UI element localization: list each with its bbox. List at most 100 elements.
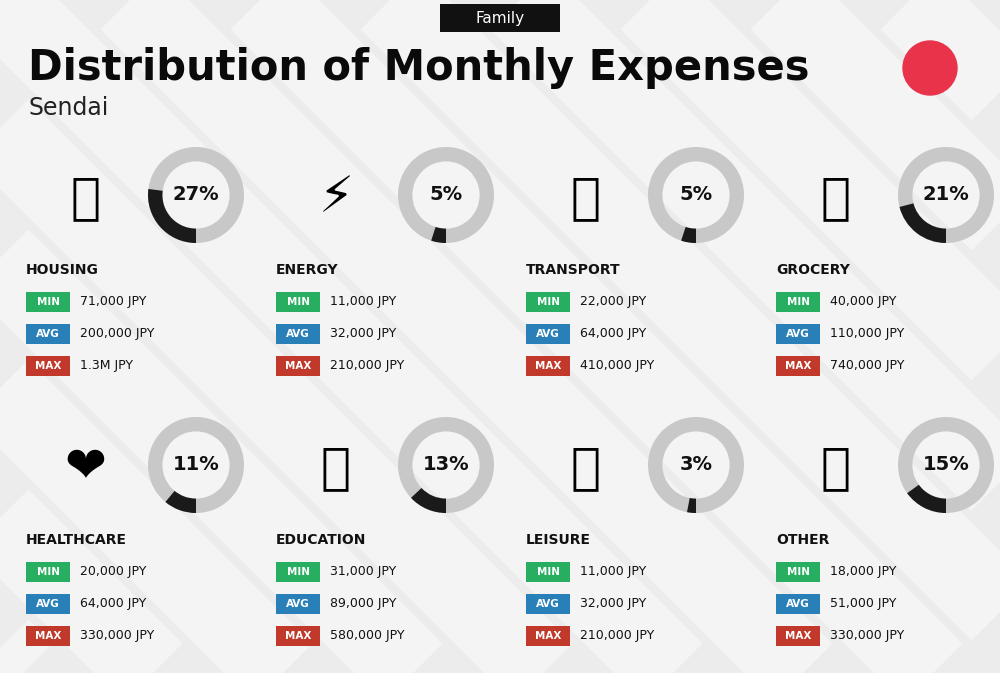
Text: Family: Family <box>475 11 525 26</box>
Text: 89,000 JPY: 89,000 JPY <box>330 598 396 610</box>
FancyBboxPatch shape <box>26 324 70 344</box>
Text: GROCERY: GROCERY <box>776 263 850 277</box>
Text: 👜: 👜 <box>821 444 851 492</box>
Text: MAX: MAX <box>285 631 311 641</box>
Wedge shape <box>648 417 744 513</box>
Text: 40,000 JPY: 40,000 JPY <box>830 295 896 308</box>
Wedge shape <box>900 203 946 243</box>
Text: 5%: 5% <box>679 186 713 205</box>
FancyBboxPatch shape <box>26 626 70 646</box>
FancyBboxPatch shape <box>276 356 320 376</box>
FancyBboxPatch shape <box>776 292 820 312</box>
Text: 71,000 JPY: 71,000 JPY <box>80 295 146 308</box>
Text: HOUSING: HOUSING <box>26 263 99 277</box>
FancyBboxPatch shape <box>526 324 570 344</box>
Text: 200,000 JPY: 200,000 JPY <box>80 328 154 341</box>
Text: MIN: MIN <box>536 297 560 307</box>
Text: 64,000 JPY: 64,000 JPY <box>80 598 146 610</box>
FancyBboxPatch shape <box>26 292 70 312</box>
Text: ❤️: ❤️ <box>65 444 107 492</box>
Text: TRANSPORT: TRANSPORT <box>526 263 621 277</box>
Text: 27%: 27% <box>173 186 219 205</box>
Text: LEISURE: LEISURE <box>526 533 591 547</box>
FancyBboxPatch shape <box>526 292 570 312</box>
FancyBboxPatch shape <box>526 356 570 376</box>
Wedge shape <box>907 485 946 513</box>
Text: AVG: AVG <box>536 599 560 609</box>
Wedge shape <box>687 498 696 513</box>
Wedge shape <box>898 147 994 243</box>
Text: 21%: 21% <box>923 186 969 205</box>
FancyBboxPatch shape <box>26 356 70 376</box>
Text: AVG: AVG <box>786 599 810 609</box>
Text: AVG: AVG <box>36 599 60 609</box>
FancyBboxPatch shape <box>276 292 320 312</box>
FancyBboxPatch shape <box>776 324 820 344</box>
Text: MAX: MAX <box>535 361 561 371</box>
FancyBboxPatch shape <box>526 626 570 646</box>
Text: OTHER: OTHER <box>776 533 829 547</box>
Text: MIN: MIN <box>536 567 560 577</box>
Text: 22,000 JPY: 22,000 JPY <box>580 295 646 308</box>
Text: HEALTHCARE: HEALTHCARE <box>26 533 127 547</box>
FancyBboxPatch shape <box>276 324 320 344</box>
Text: AVG: AVG <box>536 329 560 339</box>
Wedge shape <box>148 417 244 513</box>
Text: 11,000 JPY: 11,000 JPY <box>330 295 396 308</box>
FancyBboxPatch shape <box>776 562 820 582</box>
Text: Sendai: Sendai <box>28 96 108 120</box>
FancyBboxPatch shape <box>440 4 560 32</box>
Circle shape <box>903 41 957 95</box>
Text: MAX: MAX <box>35 361 61 371</box>
FancyBboxPatch shape <box>26 562 70 582</box>
Text: ⚡: ⚡ <box>318 174 354 222</box>
Text: 210,000 JPY: 210,000 JPY <box>330 359 404 372</box>
FancyBboxPatch shape <box>276 594 320 614</box>
Text: AVG: AVG <box>286 329 310 339</box>
Text: MIN: MIN <box>786 297 810 307</box>
Text: 🚌: 🚌 <box>571 174 601 222</box>
Text: AVG: AVG <box>36 329 60 339</box>
Text: 1.3M JPY: 1.3M JPY <box>80 359 133 372</box>
Text: MAX: MAX <box>785 631 811 641</box>
FancyBboxPatch shape <box>526 594 570 614</box>
Text: 15%: 15% <box>923 456 969 474</box>
Text: ENERGY: ENERGY <box>276 263 339 277</box>
Text: 32,000 JPY: 32,000 JPY <box>330 328 396 341</box>
Text: 18,000 JPY: 18,000 JPY <box>830 565 896 579</box>
FancyBboxPatch shape <box>776 356 820 376</box>
Text: 🏘: 🏘 <box>71 174 101 222</box>
Wedge shape <box>148 147 244 243</box>
Wedge shape <box>898 417 994 513</box>
Text: 330,000 JPY: 330,000 JPY <box>80 629 154 643</box>
FancyBboxPatch shape <box>276 562 320 582</box>
Text: MAX: MAX <box>35 631 61 641</box>
Wedge shape <box>411 488 446 513</box>
Text: 🛒: 🛒 <box>821 174 851 222</box>
Text: 3%: 3% <box>680 456 712 474</box>
Text: EDUCATION: EDUCATION <box>276 533 366 547</box>
Text: 32,000 JPY: 32,000 JPY <box>580 598 646 610</box>
Text: 🎓: 🎓 <box>321 444 351 492</box>
Text: MAX: MAX <box>285 361 311 371</box>
Text: Distribution of Monthly Expenses: Distribution of Monthly Expenses <box>28 47 810 89</box>
Text: MIN: MIN <box>786 567 810 577</box>
Wedge shape <box>148 189 196 243</box>
Text: AVG: AVG <box>286 599 310 609</box>
Text: 110,000 JPY: 110,000 JPY <box>830 328 904 341</box>
Text: 64,000 JPY: 64,000 JPY <box>580 328 646 341</box>
Text: 13%: 13% <box>423 456 469 474</box>
Text: MIN: MIN <box>287 297 310 307</box>
FancyBboxPatch shape <box>776 594 820 614</box>
Text: 580,000 JPY: 580,000 JPY <box>330 629 404 643</box>
Text: AVG: AVG <box>786 329 810 339</box>
Text: MAX: MAX <box>535 631 561 641</box>
Text: 11%: 11% <box>173 456 219 474</box>
Wedge shape <box>165 491 196 513</box>
Text: 11,000 JPY: 11,000 JPY <box>580 565 646 579</box>
Text: 31,000 JPY: 31,000 JPY <box>330 565 396 579</box>
Text: 740,000 JPY: 740,000 JPY <box>830 359 904 372</box>
FancyBboxPatch shape <box>276 626 320 646</box>
FancyBboxPatch shape <box>776 626 820 646</box>
Text: 410,000 JPY: 410,000 JPY <box>580 359 654 372</box>
